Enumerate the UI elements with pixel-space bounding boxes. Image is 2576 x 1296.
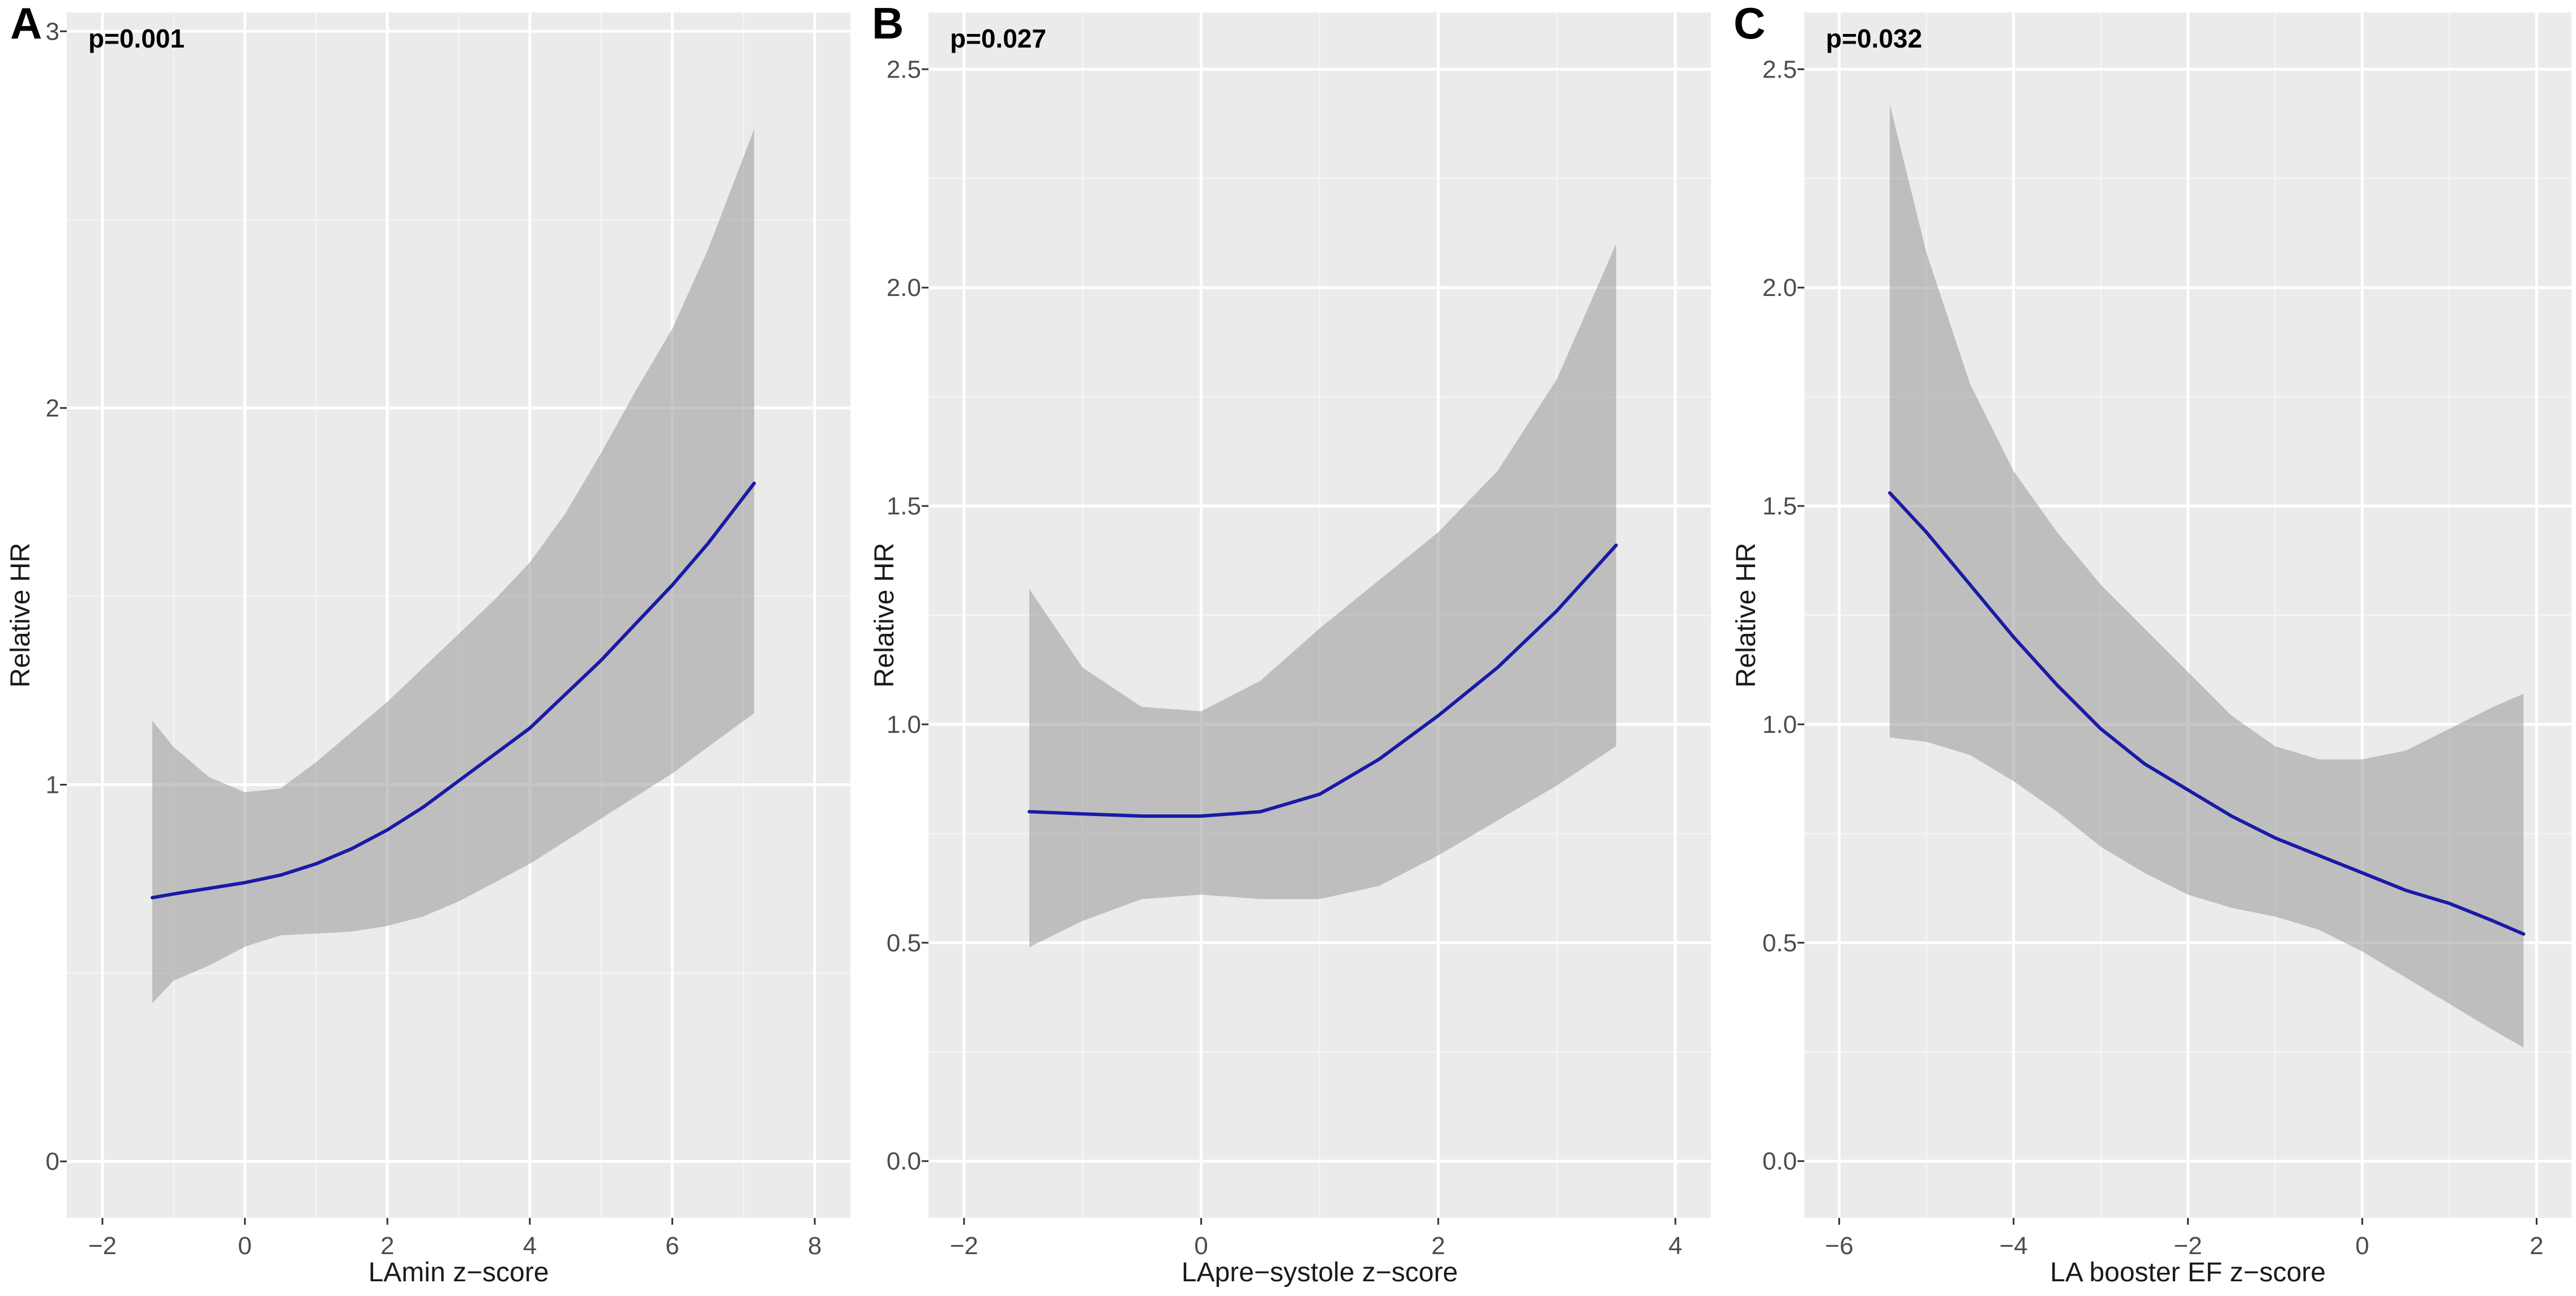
- y-axis-title: Relative HR: [870, 543, 900, 688]
- confidence-band: [1029, 244, 1616, 947]
- x-tick-label: 2: [2530, 1232, 2543, 1260]
- panel-label: A: [10, 0, 42, 48]
- x-tick-label: 0: [2355, 1232, 2369, 1260]
- y-tick-label: 1.5: [1762, 492, 1797, 520]
- y-tick-label: 1.0: [1762, 711, 1797, 739]
- panel-label: C: [1734, 0, 1765, 48]
- panel-label: B: [872, 0, 904, 48]
- x-tick-label: 2: [380, 1232, 394, 1260]
- x-tick-label: −2: [88, 1232, 117, 1260]
- x-axis-title: LApre−systole z−score: [1182, 1258, 1458, 1288]
- panel-b: −2 0 2 4 0.0 0.5 1.0 1.5 2.0 2.5 LApre−systole z−s…: [870, 0, 1711, 1288]
- y-tick-label: 1: [46, 771, 59, 799]
- y-tick-label: 0.5: [1762, 929, 1797, 957]
- x-tick-label: 0: [1194, 1232, 1208, 1260]
- p-value-annotation: p=0.001: [88, 24, 185, 53]
- y-tick-label: 2.5: [887, 55, 921, 83]
- y-tick-label: 3: [46, 18, 59, 45]
- x-tick-label: 0: [238, 1232, 251, 1260]
- p-value-annotation: p=0.027: [950, 24, 1046, 53]
- confidence-band: [152, 129, 755, 1003]
- hr-curve-line: [151, 482, 756, 900]
- x-tick-label: −2: [950, 1232, 978, 1260]
- x-axis-title: LAmin z−score: [369, 1258, 549, 1288]
- y-tick-label: 2.5: [1762, 55, 1797, 83]
- x-tick-label: −4: [1999, 1232, 2027, 1260]
- x-tick-label: 4: [1668, 1232, 1682, 1260]
- y-tick-label: 2: [46, 394, 59, 422]
- hr-curve-line: [1028, 543, 1618, 818]
- y-axis-title: Relative HR: [1731, 543, 1761, 688]
- y-tick-label: 0.0: [1762, 1148, 1797, 1175]
- hr-curve-line: [1888, 491, 2526, 936]
- x-tick-label: −6: [1825, 1232, 1854, 1260]
- y-tick-label: 1.0: [887, 711, 921, 739]
- y-tick-label: 0.0: [887, 1148, 921, 1175]
- panel-a: −2 0 2 4 6 8 0 1 2 3 LAmin z−score Relative HR A p=0.…: [6, 0, 850, 1288]
- y-axis-title: Relative HR: [6, 543, 36, 688]
- y-tick-label: 2.0: [887, 274, 921, 302]
- x-tick-label: 4: [523, 1232, 537, 1260]
- x-tick-label: 2: [1431, 1232, 1445, 1260]
- x-tick-label: 8: [808, 1232, 821, 1260]
- y-tick-label: 2.0: [1762, 274, 1797, 302]
- x-tick-label: −2: [2173, 1232, 2202, 1260]
- x-axis-title: LA booster EF z−score: [2050, 1258, 2326, 1288]
- x-tick-label: 6: [665, 1232, 679, 1260]
- y-tick-label: 1.5: [887, 492, 921, 520]
- panel-c: −6 −4 −2 0 2 0.0 0.5 1.0 1.5 2.0 2.5 LA booster EF …: [1731, 0, 2571, 1288]
- p-value-annotation: p=0.032: [1826, 24, 1922, 53]
- y-tick-label: 0: [46, 1148, 59, 1175]
- confidence-band: [1889, 104, 2524, 1048]
- y-tick-label: 0.5: [887, 929, 921, 957]
